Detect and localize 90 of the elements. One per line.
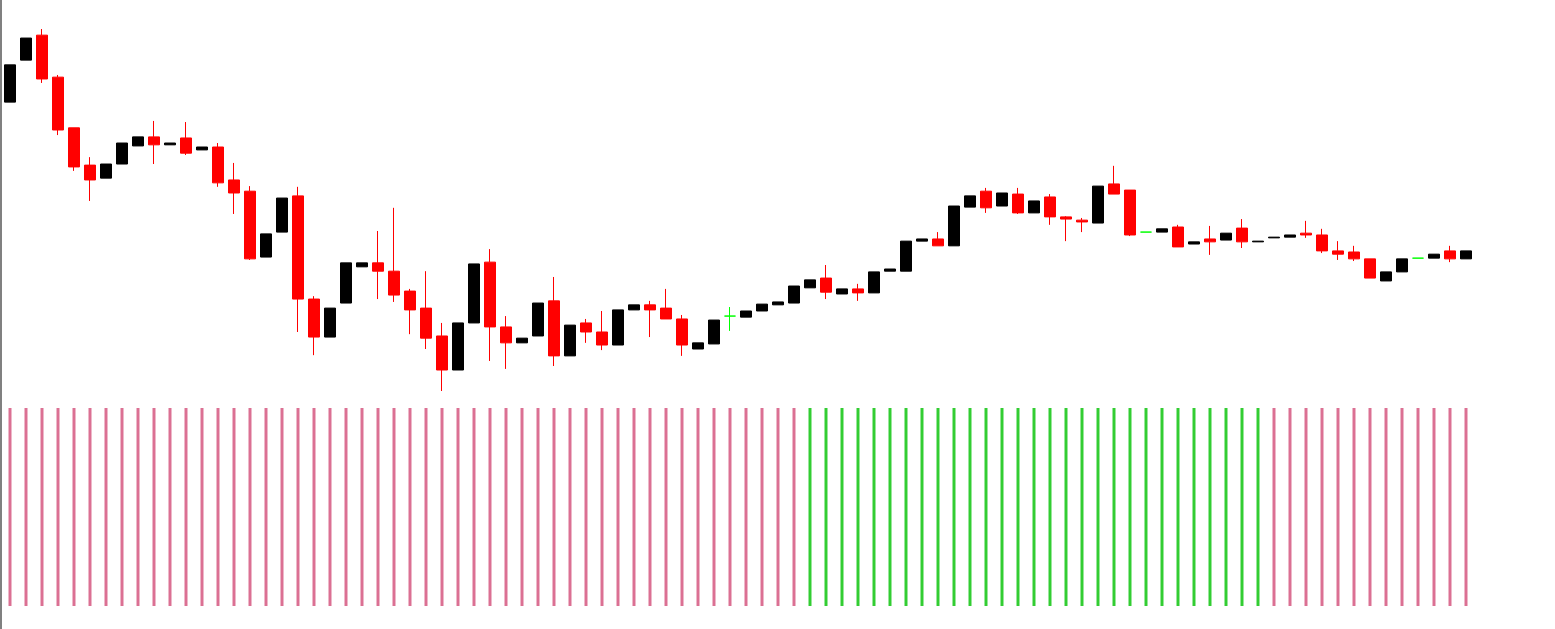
candlestick — [948, 205, 960, 247]
candlestick — [900, 240, 912, 272]
candlestick — [1284, 234, 1296, 238]
candlestick — [708, 319, 720, 345]
candlestick — [276, 197, 288, 233]
candlestick — [980, 187, 992, 214]
candlestick — [964, 195, 976, 208]
candlestick — [20, 37, 32, 61]
candlestick — [724, 306, 736, 332]
candlestick — [164, 142, 176, 146]
candlestick — [116, 142, 128, 165]
candlestick — [548, 276, 560, 367]
candlestick — [1252, 240, 1264, 243]
candlestick — [484, 248, 496, 362]
candlestick — [1060, 215, 1072, 242]
candlestick — [1300, 220, 1312, 239]
candlestick — [740, 310, 752, 318]
candlestick — [4, 64, 16, 103]
candlestick — [772, 301, 784, 306]
candlestick — [532, 302, 544, 337]
candlestick — [660, 288, 672, 320]
candlestick — [1092, 185, 1104, 224]
candlestick — [212, 142, 224, 188]
candlestick — [84, 156, 96, 202]
candlestick — [916, 238, 928, 242]
candlestick — [1268, 236, 1280, 239]
candlestick — [1204, 225, 1216, 256]
candlestick — [1028, 200, 1040, 214]
candlestick — [36, 28, 48, 84]
candlestick — [676, 314, 688, 357]
candlestick — [1236, 218, 1248, 249]
candlestick — [468, 263, 480, 324]
candlestick — [564, 324, 576, 357]
candlestick — [340, 262, 352, 304]
candlestick — [1044, 193, 1056, 226]
candlestick — [356, 262, 368, 268]
candlestick — [644, 300, 656, 338]
candlestick — [852, 283, 864, 302]
candlestick — [1428, 253, 1440, 259]
candlestick — [1188, 241, 1200, 245]
candlestick — [1332, 240, 1344, 261]
candlestick — [68, 127, 80, 172]
candlestick — [260, 233, 272, 258]
candlestick — [324, 307, 336, 338]
candlestick — [1156, 228, 1168, 233]
candlestick — [372, 230, 384, 300]
candlestick — [244, 185, 256, 261]
candlestick — [148, 120, 160, 165]
candlestick — [612, 309, 624, 346]
candlestick — [100, 163, 112, 179]
candlestick — [1364, 258, 1376, 279]
candlestick — [1348, 245, 1360, 262]
candlestick — [836, 288, 848, 295]
candlestick — [1396, 258, 1408, 273]
candlestick — [500, 315, 512, 370]
candlestick — [1220, 232, 1232, 241]
candlestick — [628, 304, 640, 311]
candlestick — [1108, 165, 1120, 195]
candlestick — [1380, 271, 1392, 282]
candlestick — [596, 310, 608, 351]
candlestick — [804, 279, 816, 289]
candlestick — [580, 318, 592, 344]
candlestick — [1172, 224, 1184, 248]
candlestick — [756, 303, 768, 312]
candlestick — [180, 121, 192, 156]
candlestick — [1460, 250, 1472, 260]
candlestick — [996, 192, 1008, 207]
candlestick — [132, 136, 144, 147]
candlestick — [228, 162, 240, 215]
candlestick — [404, 288, 416, 335]
candlestick — [1316, 228, 1328, 254]
candlestick — [420, 270, 432, 350]
candlestick — [452, 322, 464, 371]
candlestick — [436, 322, 448, 392]
candlestick — [292, 186, 304, 333]
candlestick — [1444, 245, 1456, 263]
candlestick — [868, 271, 880, 294]
candlestick — [788, 285, 800, 304]
candlestick — [1012, 187, 1024, 215]
candlestick — [196, 146, 208, 151]
candlestick — [52, 74, 64, 136]
candlestick — [1124, 189, 1136, 237]
candlestick — [308, 295, 320, 356]
candlestick — [820, 264, 832, 300]
candlestick — [1076, 217, 1088, 233]
candlestick — [932, 231, 944, 247]
candlestick — [692, 342, 704, 350]
candlestick — [884, 268, 896, 272]
candlestick — [388, 207, 400, 303]
candlestick — [516, 337, 528, 344]
